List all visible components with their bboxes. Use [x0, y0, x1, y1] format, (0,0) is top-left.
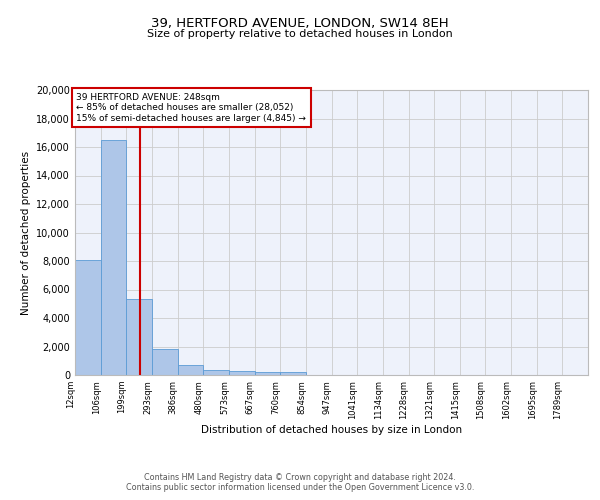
Bar — [101, 140, 127, 375]
Text: Contains public sector information licensed under the Open Government Licence v3: Contains public sector information licen… — [126, 484, 474, 492]
Bar — [178, 365, 203, 375]
Text: Contains HM Land Registry data © Crown copyright and database right 2024.: Contains HM Land Registry data © Crown c… — [144, 472, 456, 482]
Text: 39 HERTFORD AVENUE: 248sqm
← 85% of detached houses are smaller (28,052)
15% of : 39 HERTFORD AVENUE: 248sqm ← 85% of deta… — [76, 93, 306, 122]
Bar — [127, 300, 152, 375]
Bar — [75, 260, 101, 375]
Text: 39, HERTFORD AVENUE, LONDON, SW14 8EH: 39, HERTFORD AVENUE, LONDON, SW14 8EH — [151, 18, 449, 30]
Bar — [229, 371, 254, 375]
Y-axis label: Number of detached properties: Number of detached properties — [21, 150, 31, 314]
X-axis label: Distribution of detached houses by size in London: Distribution of detached houses by size … — [201, 424, 462, 434]
Bar — [203, 370, 229, 375]
Text: Size of property relative to detached houses in London: Size of property relative to detached ho… — [147, 29, 453, 39]
Bar — [152, 348, 178, 375]
Bar — [280, 372, 306, 375]
Bar — [254, 372, 280, 375]
